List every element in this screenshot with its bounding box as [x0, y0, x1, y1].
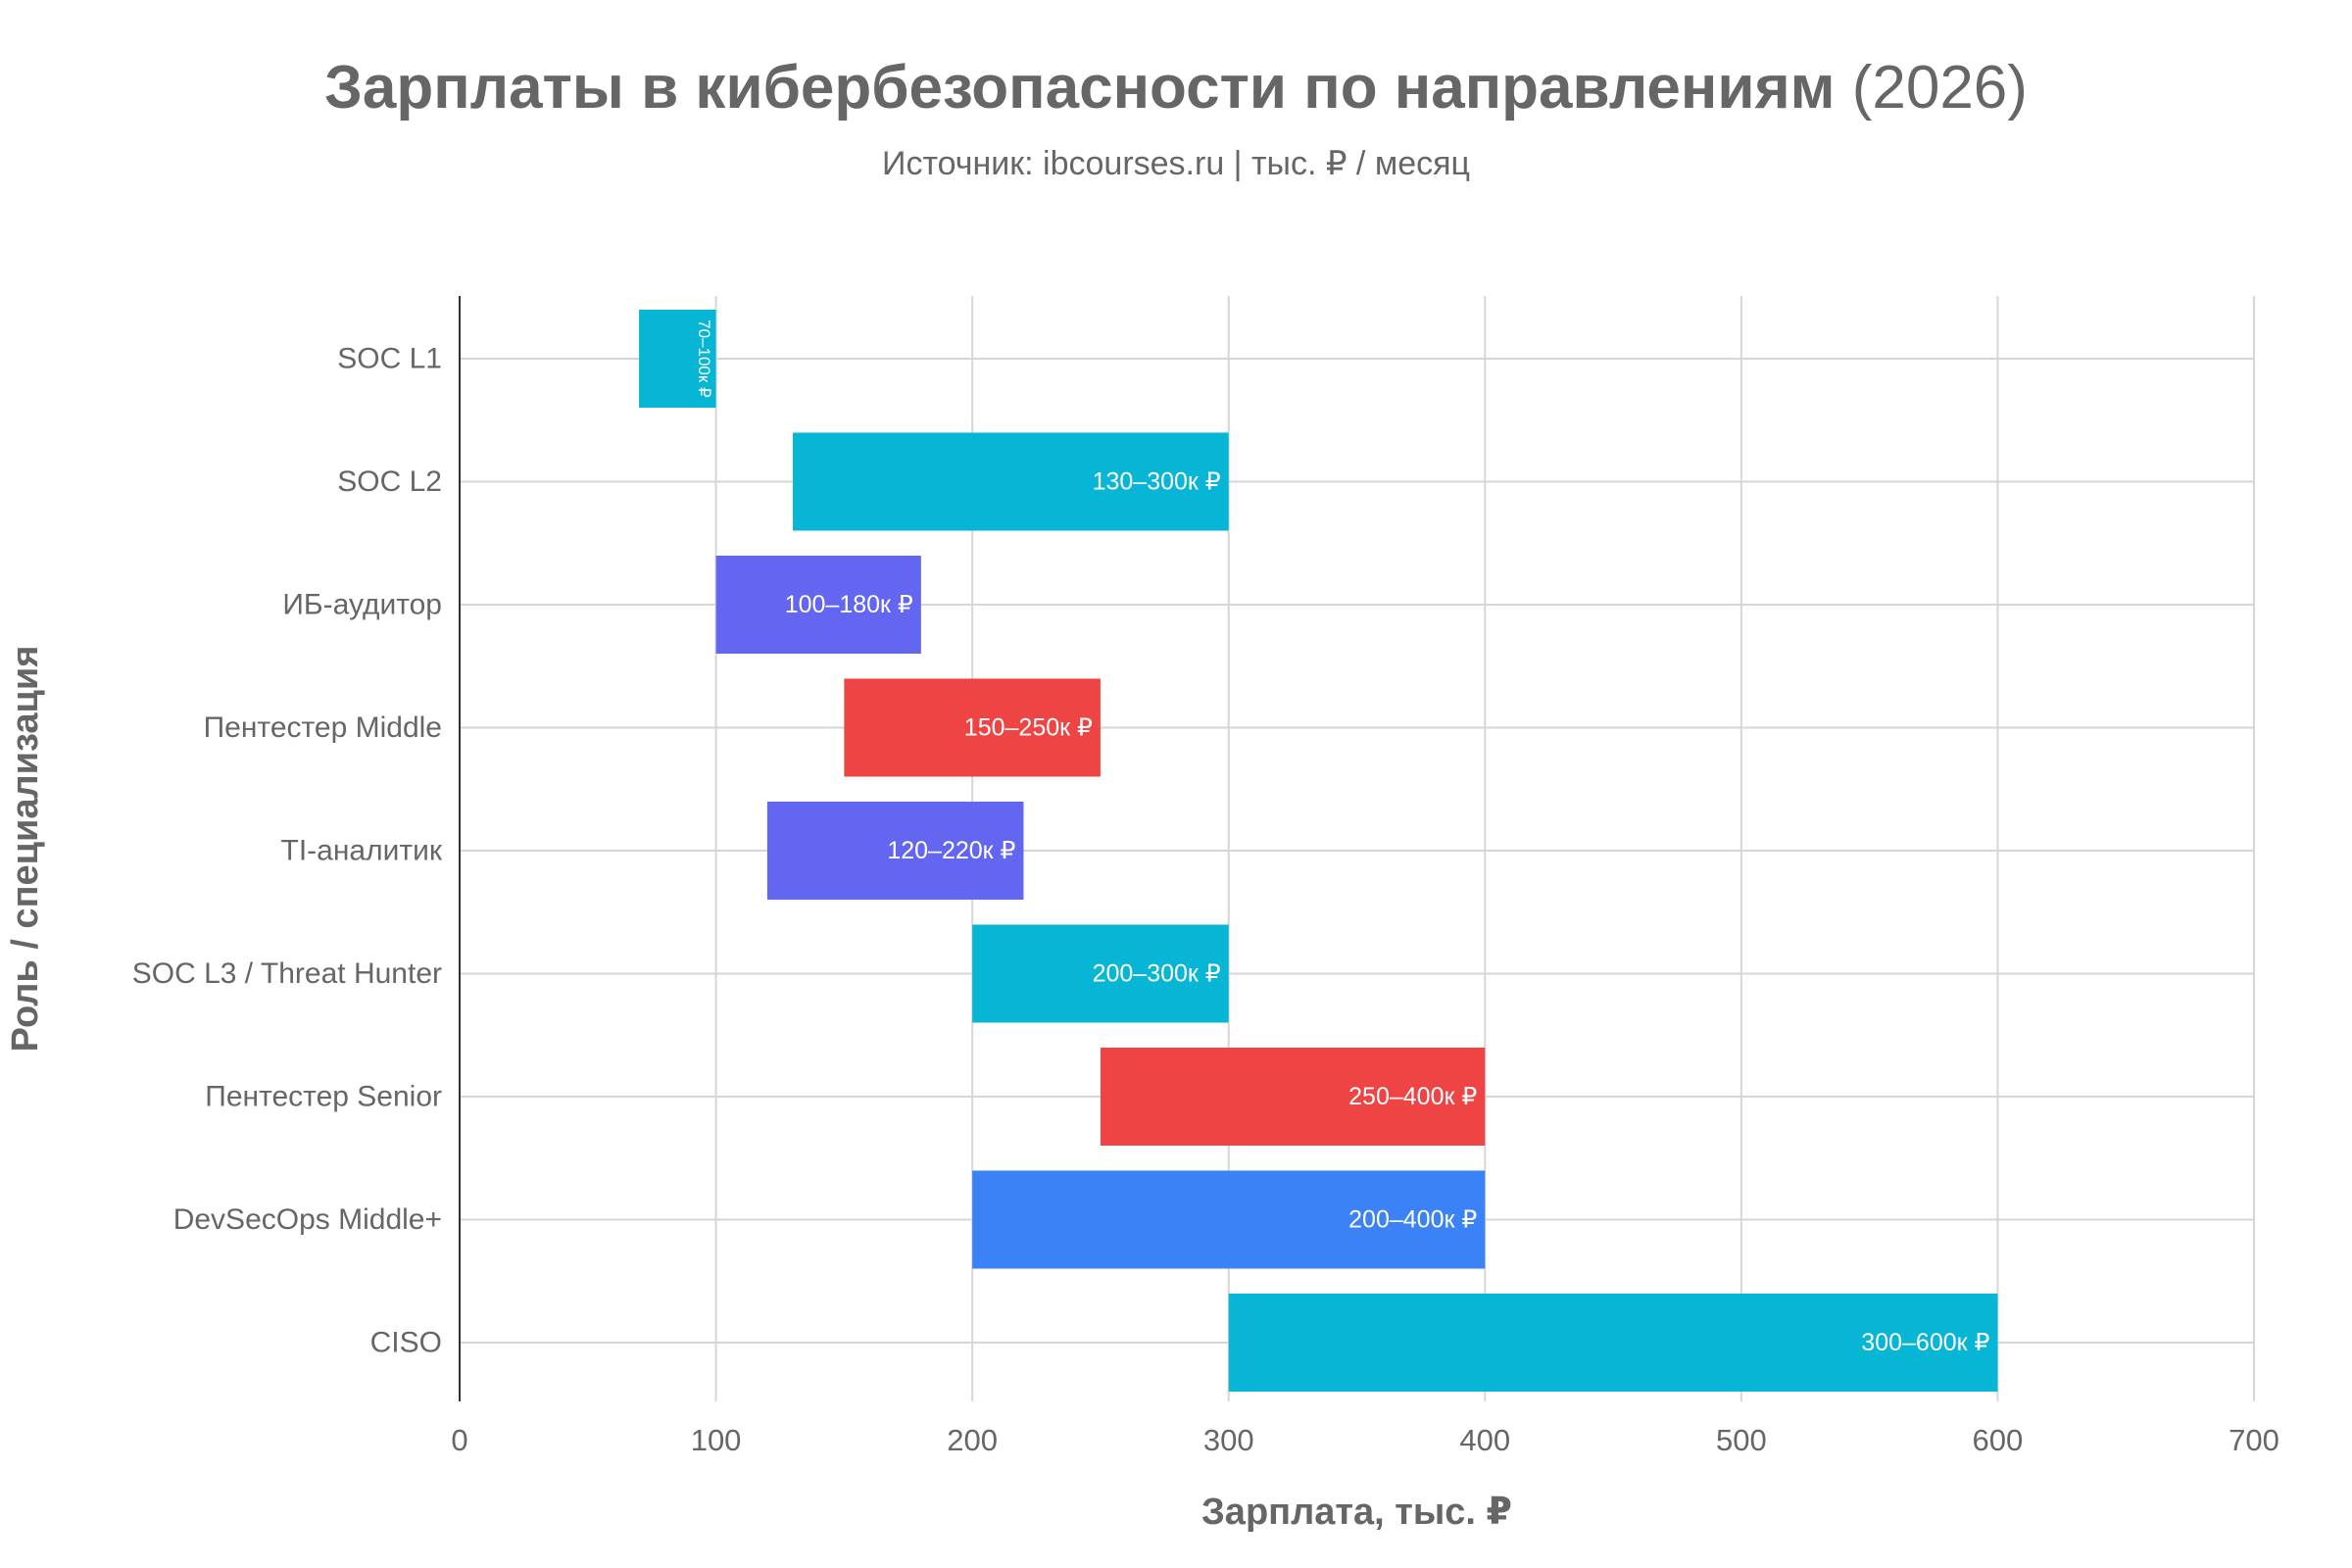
chart-title-year: (2026): [1851, 54, 2028, 122]
y-axis-title: Роль / специализация: [5, 646, 46, 1053]
x-tick-label: 600: [1973, 1423, 2024, 1457]
x-axis-title: Зарплата, тыс. ₽: [1201, 1492, 1512, 1533]
bar: [793, 432, 1229, 531]
bar-value-label: 200–300к ₽: [1093, 960, 1221, 988]
bar-value-label: 250–400к ₽: [1348, 1083, 1477, 1110]
category-label: SOC L2: [337, 466, 442, 498]
bar: [1100, 1048, 1486, 1146]
bar: [639, 310, 716, 408]
bar-value-label: 150–250к ₽: [964, 714, 1093, 742]
bar-value-label: 130–300к ₽: [1093, 468, 1221, 496]
x-tick-label: 0: [451, 1423, 467, 1457]
x-tick-labels: 0 100 200 300 400 500 600 700: [451, 1423, 2278, 1457]
category-label: CISO: [370, 1327, 442, 1359]
bar: [972, 924, 1229, 1023]
x-tick-label: 100: [691, 1423, 742, 1457]
category-label: ИБ-аудитор: [282, 589, 442, 621]
bar-value-label: 200–400к ₽: [1348, 1206, 1477, 1234]
bar-value-label: 70–100к ₽: [695, 319, 713, 398]
bar: [715, 556, 921, 654]
bar: [844, 678, 1101, 777]
category-labels: SOC L1 SOC L2 ИБ-аудитор Пентестер Middle TI…: [132, 343, 443, 1359]
bar-value-label: 120–220к ₽: [887, 837, 1015, 864]
category-label: SOC L1: [337, 343, 442, 375]
category-label: TI-аналитик: [281, 835, 443, 867]
category-label: Пентестер Senior: [205, 1081, 442, 1113]
chart-subtitle: Источник: ibcourses.ru | тыс. ₽ / месяц: [882, 145, 1470, 182]
x-tick-label: 400: [1459, 1423, 1510, 1457]
x-tick-label: 500: [1716, 1423, 1767, 1457]
bar-value-label: 300–600к ₽: [1861, 1329, 1989, 1356]
chart-title: Зарплаты в кибербезопасности по направле…: [0, 51, 2352, 125]
category-label: DevSecOps Middle+: [173, 1203, 442, 1236]
bar-layer: 70–100к ₽ 130–300к ₽ 100–180к ₽ 150–250к ₽ 1…: [639, 310, 1998, 1392]
x-tick-label: 300: [1203, 1423, 1254, 1457]
bar: [766, 802, 1024, 900]
x-tick-label: 200: [947, 1423, 998, 1457]
bar-value-label: 100–180к ₽: [785, 591, 913, 618]
category-label: SOC L3 / Threat Hunter: [132, 957, 442, 990]
bar: [972, 1170, 1486, 1269]
x-tick-label: 700: [2229, 1423, 2279, 1457]
chart-title-main: Зарплаты в кибербезопасности по направле…: [324, 54, 1836, 122]
category-label: Пентестер Middle: [204, 711, 442, 744]
bar: [1228, 1294, 1998, 1392]
